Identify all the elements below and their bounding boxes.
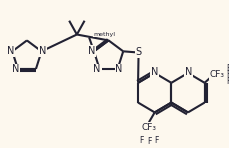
Text: F: F bbox=[139, 136, 143, 145]
Text: N: N bbox=[7, 46, 14, 56]
Text: F: F bbox=[226, 70, 229, 79]
Text: F: F bbox=[146, 137, 150, 146]
Text: N: N bbox=[39, 46, 46, 56]
Text: CF₃: CF₃ bbox=[209, 70, 224, 79]
Text: N: N bbox=[12, 65, 19, 74]
Text: N: N bbox=[115, 65, 122, 74]
Text: CF₃: CF₃ bbox=[141, 123, 156, 132]
Text: S: S bbox=[135, 47, 141, 57]
Text: N: N bbox=[184, 67, 191, 77]
Text: methyl: methyl bbox=[93, 32, 114, 37]
Text: N: N bbox=[93, 65, 100, 74]
Text: N: N bbox=[88, 46, 95, 56]
Text: F: F bbox=[154, 136, 158, 145]
Text: F: F bbox=[226, 77, 229, 86]
Text: F: F bbox=[226, 63, 229, 73]
Text: N: N bbox=[150, 67, 158, 77]
